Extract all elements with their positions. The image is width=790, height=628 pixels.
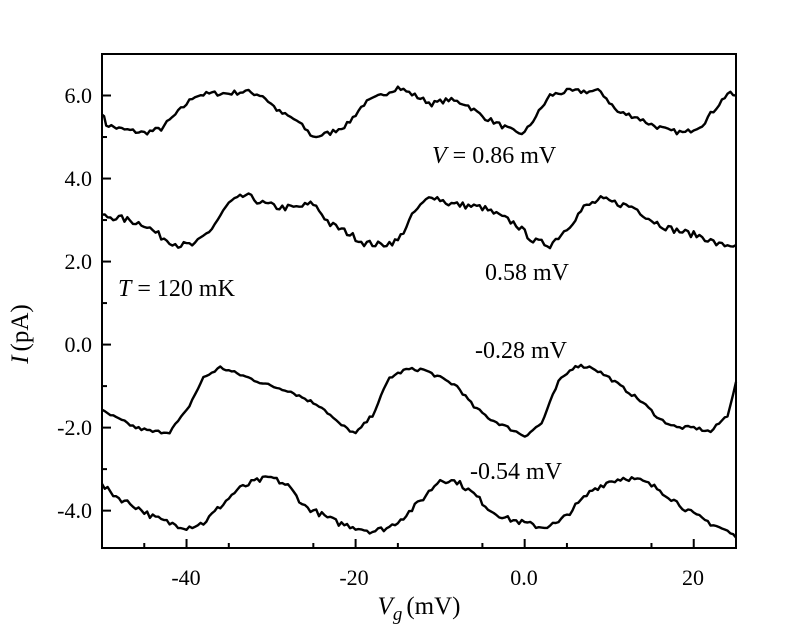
x-tick-label: 0.0	[510, 565, 538, 590]
y-axis-title: I (pA)	[7, 304, 34, 365]
bias-label-0.58: 0.58 mV	[485, 260, 570, 286]
series-line-1	[101, 192, 737, 250]
x-axis-unit: (mV)	[406, 593, 460, 620]
series-line-2	[101, 363, 738, 438]
bias-label-0.86: V = 0.86 mV	[432, 143, 557, 169]
y-tick-label: 0.0	[65, 332, 93, 357]
y-tick-label: -2.0	[57, 415, 92, 440]
x-axis-symbol: V	[378, 593, 396, 620]
y-axis-unit: (pA)	[7, 304, 34, 351]
plot-frame	[101, 53, 737, 549]
temperature-value: = 120 mK	[131, 276, 235, 302]
bias-label-neg-0.54: -0.54 mV	[470, 459, 563, 485]
bias-value: = 0.86 mV	[447, 143, 557, 169]
y-tick-label: 2.0	[65, 249, 93, 274]
x-axis-subscript: g	[393, 604, 403, 625]
x-tick-label: -20	[339, 565, 368, 590]
y-tick-label: -4.0	[57, 498, 92, 523]
x-tick-label: -40	[171, 565, 200, 590]
y-tick-label: 4.0	[65, 166, 93, 191]
bias-symbol: V	[432, 143, 449, 169]
axis-ticks	[102, 94, 695, 548]
x-tick-label: 20	[682, 565, 704, 590]
series-layer	[100, 85, 738, 539]
series-line-0	[101, 85, 737, 139]
bias-label-neg-0.28: -0.28 mV	[475, 338, 568, 364]
temperature-symbol: T	[118, 276, 133, 302]
series-line-3	[100, 475, 737, 539]
temperature-label: T = 120 mK	[118, 276, 236, 302]
y-axis-symbol: I	[7, 354, 34, 365]
x-axis-title: Vg (mV)	[378, 593, 461, 625]
y-tick-label: 6.0	[65, 83, 93, 108]
